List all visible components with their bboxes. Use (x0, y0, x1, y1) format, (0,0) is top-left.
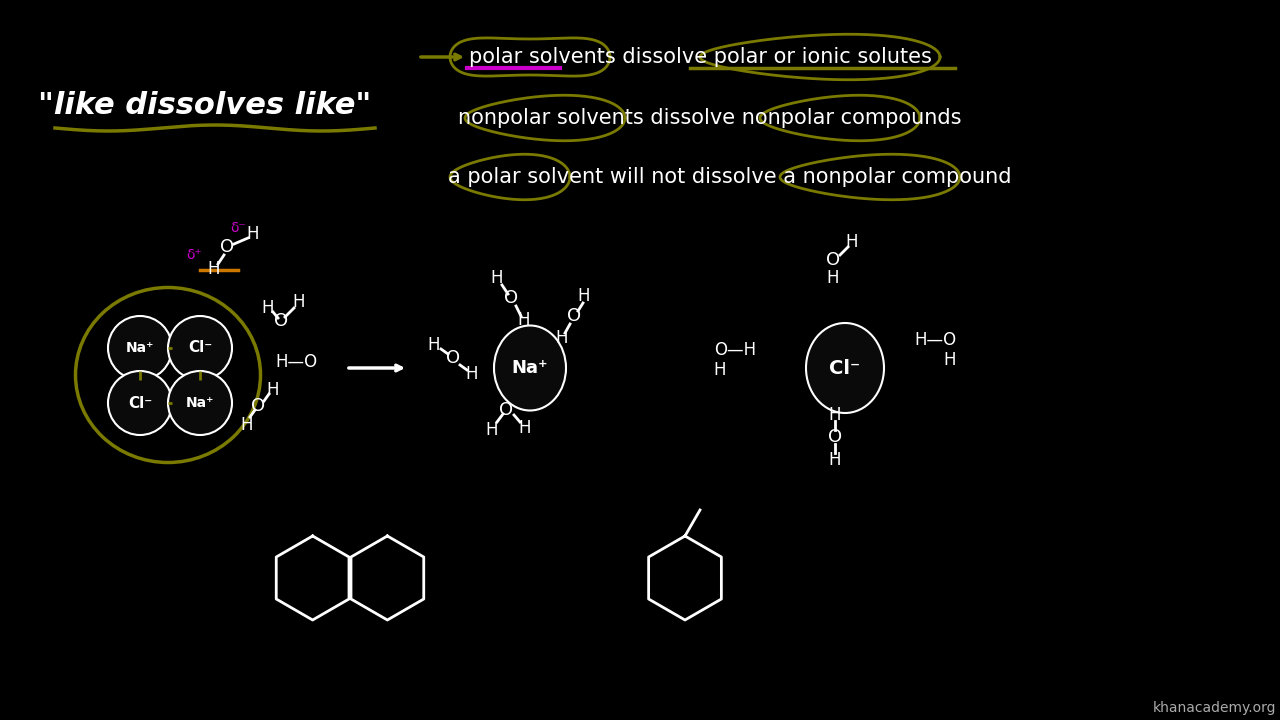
Circle shape (168, 316, 232, 380)
Text: O: O (251, 397, 265, 415)
Text: Na⁺: Na⁺ (512, 359, 548, 377)
Text: nonpolar solvents dissolve nonpolar compounds: nonpolar solvents dissolve nonpolar comp… (458, 108, 961, 128)
Text: polar solvents dissolve polar or ionic solutes: polar solvents dissolve polar or ionic s… (468, 47, 932, 67)
Text: O: O (828, 428, 842, 446)
Text: H: H (485, 421, 498, 439)
Text: δ⁻: δ⁻ (230, 221, 246, 235)
Text: H—O: H—O (275, 353, 317, 371)
Text: H: H (827, 269, 840, 287)
Text: Na⁺: Na⁺ (125, 341, 154, 355)
Text: H: H (556, 329, 568, 347)
Ellipse shape (494, 325, 566, 410)
Text: H: H (828, 406, 841, 424)
Text: H: H (518, 419, 531, 437)
Text: H: H (207, 260, 220, 278)
Text: khanacademy.org: khanacademy.org (1153, 701, 1276, 715)
Text: O: O (220, 238, 234, 256)
Text: H: H (943, 351, 956, 369)
Circle shape (108, 371, 172, 435)
Text: O: O (274, 312, 288, 330)
Text: Cl⁻: Cl⁻ (829, 359, 860, 377)
Text: H: H (261, 299, 274, 317)
Circle shape (108, 316, 172, 380)
Text: H: H (490, 269, 503, 287)
Text: H: H (846, 233, 859, 251)
Text: O: O (826, 251, 840, 269)
Text: O: O (504, 289, 518, 307)
Text: H: H (266, 381, 279, 399)
Text: δ⁺: δ⁺ (186, 248, 202, 262)
Text: H: H (828, 451, 841, 469)
Circle shape (168, 371, 232, 435)
Text: H: H (466, 365, 479, 383)
Text: H: H (247, 225, 260, 243)
Text: O: O (499, 401, 513, 419)
Text: O—H: O—H (714, 341, 756, 359)
Text: a polar solvent will not dissolve a nonpolar compound: a polar solvent will not dissolve a nonp… (448, 167, 1011, 187)
Text: H: H (428, 336, 440, 354)
Text: "like dissolves like": "like dissolves like" (38, 91, 371, 120)
Text: H: H (293, 293, 305, 311)
Text: H: H (577, 287, 590, 305)
Text: Cl⁻: Cl⁻ (188, 341, 212, 356)
Text: O: O (567, 307, 581, 325)
Text: Na⁺: Na⁺ (186, 396, 214, 410)
Text: Cl⁻: Cl⁻ (128, 395, 152, 410)
Text: H: H (714, 361, 726, 379)
Text: H—O: H—O (914, 331, 956, 349)
Text: H: H (517, 311, 530, 329)
Text: O: O (445, 349, 460, 367)
Ellipse shape (806, 323, 884, 413)
Text: H: H (241, 416, 253, 434)
